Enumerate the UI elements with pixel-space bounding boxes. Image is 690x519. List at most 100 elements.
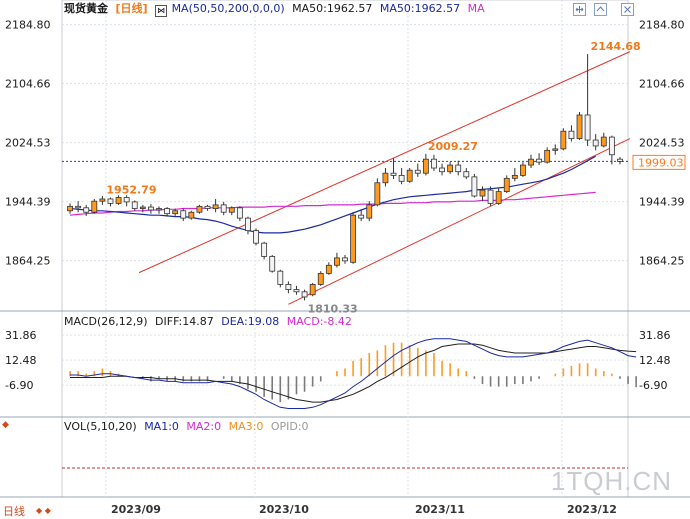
macd-legend-label: MACD(26,12,9): [64, 315, 148, 328]
candle-body: [576, 114, 583, 139]
candle-body: [439, 167, 445, 173]
period-tag[interactable]: [日线]: [115, 2, 148, 15]
candle-body: [334, 257, 340, 266]
current-price-text: 1999.03: [638, 156, 684, 169]
bottom-period-icons[interactable]: ◆ ◆: [36, 506, 51, 515]
candle-body: [447, 164, 454, 173]
candle-body: [406, 169, 413, 182]
macd-dea-line: [70, 343, 637, 403]
chart-title: 现货黄金: [64, 2, 108, 15]
candle-body: [455, 164, 462, 173]
candle-body: [317, 272, 324, 285]
candle-body: [245, 217, 251, 232]
candle-body: [479, 189, 486, 197]
candle-body: [560, 130, 567, 150]
vol-ma3-value: MA3:0: [228, 420, 264, 433]
candle-body: [350, 214, 356, 263]
candle-body: [487, 189, 494, 204]
price-tick-right: 1864.25: [639, 255, 685, 268]
x-label-sep: 2023/09: [111, 503, 161, 516]
macd-tick-left: 12.48: [5, 354, 37, 367]
candle-body: [83, 207, 90, 213]
macd-diff-value: DIFF:14.87: [155, 315, 214, 328]
candle-body: [277, 270, 284, 285]
candle-body: [123, 197, 130, 203]
candle-body: [342, 257, 348, 262]
price-tick-right: 1944.39: [639, 196, 685, 209]
ma-legend-icon[interactable]: ⋈: [155, 5, 168, 17]
candle-body: [212, 204, 219, 209]
candle-body: [75, 205, 82, 209]
candle-body: [172, 210, 179, 215]
candle-body: [544, 149, 551, 163]
candle-body: [398, 174, 405, 182]
pane-toggle-icon[interactable]: ◆: [2, 420, 9, 430]
price-tick-left: 2184.80: [5, 19, 51, 32]
annotation-high-3: 2144.68: [591, 40, 641, 53]
candle-body: [431, 158, 437, 169]
macd-tick-right: -6.90: [639, 379, 667, 392]
candle-body: [617, 158, 623, 162]
channel-upper-line: [138, 51, 631, 274]
ma50-legend-b: MA50:1962.57: [379, 2, 461, 15]
macd-value: MACD:-8.42: [286, 315, 352, 328]
expand-icon[interactable]: [573, 1, 586, 16]
price-tick-right: 2184.80: [639, 19, 685, 32]
vol-opid-value: OPID:0: [270, 420, 309, 433]
candle-body: [528, 158, 534, 166]
candle-body: [253, 230, 259, 244]
macd-tick-right: 31.86: [639, 329, 671, 342]
candle-body: [511, 174, 518, 179]
price-tick-right: 2104.66: [639, 78, 685, 91]
candle-body: [520, 164, 526, 176]
candle-body: [139, 206, 146, 209]
candle-body: [471, 176, 478, 197]
macd-tick-left: 31.86: [5, 329, 37, 342]
candle-body: [188, 211, 195, 219]
close-icon[interactable]: [621, 1, 634, 16]
annotation-low: 1810.33: [308, 302, 358, 315]
macd-dea-value: DEA:19.08: [221, 315, 280, 328]
current-price-badge: [632, 154, 686, 170]
candle-body: [414, 169, 421, 174]
candle-body: [156, 208, 162, 211]
candle-body: [228, 207, 235, 213]
vol-legend: VOL(5,10,20) MA1:0 MA2:0 MA3:0 OPID:0: [64, 420, 313, 434]
annotation-high-1: 1952.79: [106, 183, 156, 196]
candle-body: [115, 197, 122, 204]
candle-body: [293, 289, 300, 293]
candle-body: [495, 191, 502, 204]
candle-body: [374, 182, 381, 206]
candle-body: [204, 205, 211, 209]
candle-body: [99, 198, 106, 202]
candle-body: [269, 256, 276, 272]
candle-body: [91, 200, 98, 213]
candle-body: [552, 148, 559, 151]
ma50-legend-a: MA50:1962.57: [292, 2, 373, 15]
candle-body: [220, 204, 227, 213]
x-label-nov: 2023/11: [415, 503, 465, 516]
scroll-up-icon[interactable]: [594, 1, 607, 16]
bottom-period-label[interactable]: 日线: [3, 505, 25, 518]
candle-body: [584, 114, 591, 141]
candle-body: [382, 172, 389, 184]
candle-body: [285, 284, 292, 290]
candle-body: [592, 139, 599, 147]
vol-ma1-value: MA1:0: [144, 420, 179, 433]
price-tick-left: 1944.39: [5, 196, 51, 209]
candle-body: [309, 284, 316, 296]
ma-legend-pink: MA: [467, 2, 485, 15]
macd-tick-right: 12.48: [639, 354, 671, 367]
candle-body: [463, 171, 470, 178]
macd-diff-line: [70, 338, 637, 409]
x-label-dec: 2023/12: [567, 503, 617, 516]
candle-body: [67, 205, 73, 212]
channel-lower-line: [288, 138, 631, 305]
candle-body: [301, 291, 308, 298]
candle-body: [608, 136, 615, 156]
macd-tick-left: -6.90: [5, 379, 33, 392]
candle-body: [536, 158, 542, 163]
candle-body: [196, 205, 203, 213]
candle-body: [390, 172, 397, 176]
